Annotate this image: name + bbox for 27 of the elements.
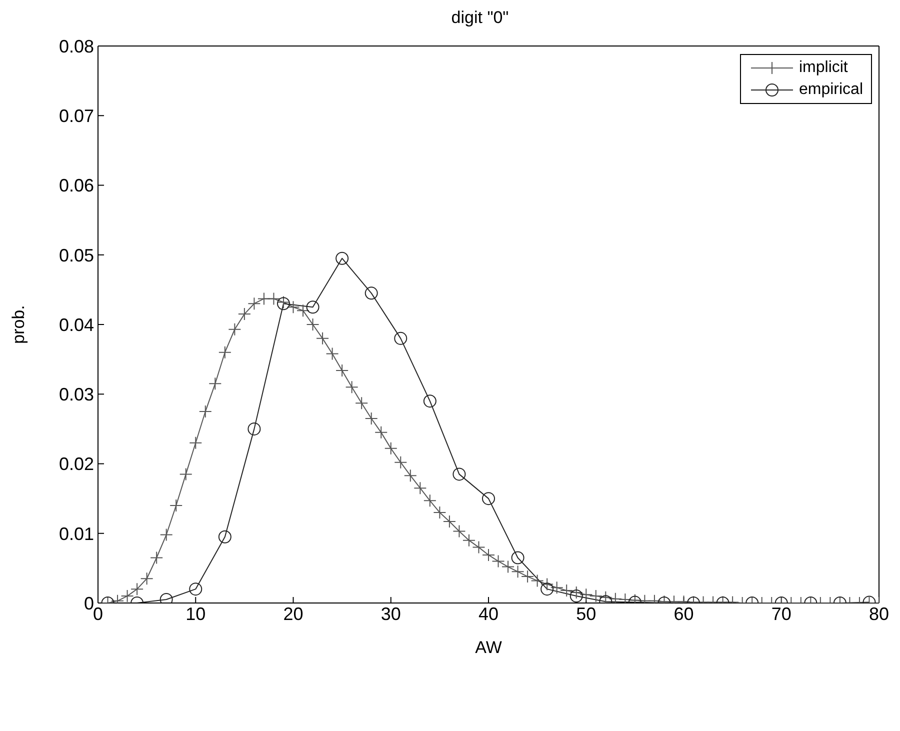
point (306, 300, 320, 314)
point (336, 252, 349, 265)
point (248, 422, 261, 436)
x-tick-label: 40 (478, 604, 499, 624)
y-tick-label: 0.05 (58, 245, 94, 266)
point (423, 394, 436, 408)
legend-label: implicit (798, 59, 848, 77)
chart-title: digit "0" (451, 8, 509, 27)
x-tick-label: 70 (771, 604, 792, 624)
x-tick-label: 30 (380, 604, 401, 624)
x-tick-label: 60 (674, 604, 694, 624)
y-axis-title: prob. (9, 305, 28, 344)
y-tick-label: 0.08 (58, 36, 94, 56)
y-tick-label: 0.07 (58, 106, 94, 126)
y-tick-label: 0.02 (58, 454, 94, 474)
x-tick-label: 50 (576, 604, 596, 624)
y-tick-label: 0.06 (58, 176, 94, 196)
x-tick-label: 80 (868, 604, 890, 624)
y-tick-label: 0.01 (58, 524, 94, 544)
x-tick-label: 20 (283, 604, 304, 624)
x-axis-title: AW (475, 638, 502, 657)
legend-label: empirical (798, 81, 863, 99)
point (394, 332, 408, 345)
x-tick-label: 10 (186, 604, 206, 624)
y-tick-label: 0.03 (58, 384, 94, 405)
y-tick-label: 0.04 (58, 314, 94, 335)
point (364, 286, 378, 300)
